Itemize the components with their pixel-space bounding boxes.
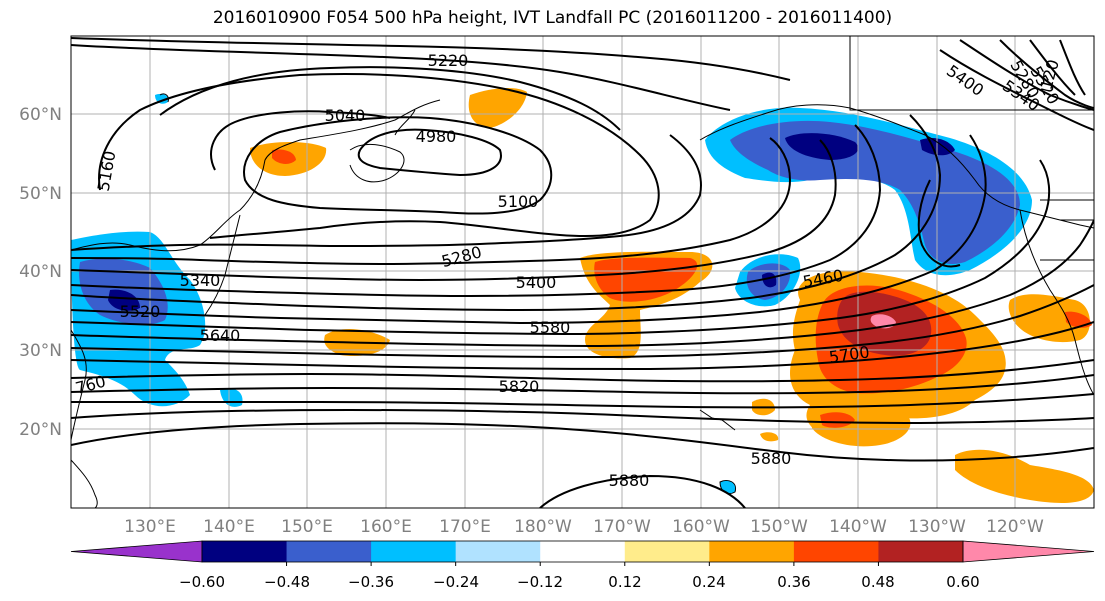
colorbar-arrow-high xyxy=(962,540,1095,563)
colorbar-segment xyxy=(540,541,626,562)
colorbar-frame xyxy=(201,540,964,563)
colorbar-tick-label: −0.48 xyxy=(264,573,310,591)
lat-label: 30°N xyxy=(19,341,62,361)
colorbar-tick-label: 0.48 xyxy=(861,573,894,591)
lat-label: 50°N xyxy=(19,184,62,204)
colorbar-tick-label: 0.36 xyxy=(777,573,810,591)
lon-label: 150°W xyxy=(750,517,808,537)
ivt-negative-regions xyxy=(71,93,1032,494)
map-frame xyxy=(70,35,1095,509)
colorbar-segment xyxy=(455,541,541,562)
colorbar-tick-label: 0.60 xyxy=(946,573,979,591)
colorbar-segment xyxy=(709,541,795,562)
contour-label: 5640 xyxy=(200,326,241,345)
map-area: 5220 5040 4980 5160 5100 5280 5400 5340 … xyxy=(71,36,1094,508)
contour-label: 5340 xyxy=(180,271,221,290)
lat-label: 40°N xyxy=(19,262,62,282)
contour-label: 5400 xyxy=(516,273,557,292)
lon-label: 140°W xyxy=(829,517,887,537)
contour-label: 5220 xyxy=(428,51,469,70)
lon-label: 160°E xyxy=(360,517,412,537)
lon-label: 170°E xyxy=(439,517,491,537)
colorbar-segment xyxy=(202,541,288,562)
longitude-labels: 130°E 140°E 150°E 160°E 170°E 180°W 170°… xyxy=(124,517,1044,537)
lon-label: 160°W xyxy=(672,517,730,537)
height-contours xyxy=(71,37,1094,508)
colorbar-tick-label: −0.36 xyxy=(348,573,394,591)
lat-label: 60°N xyxy=(19,105,62,125)
lon-label: 140°E xyxy=(203,517,255,537)
contour-label: 4980 xyxy=(416,127,457,146)
colorbar-arrow-low xyxy=(70,540,203,563)
colorbar-tick-label: 0.24 xyxy=(692,573,725,591)
colorbar-segment xyxy=(878,541,964,562)
map-title: 2016010900 F054 500 hPa height, IVT Land… xyxy=(212,8,893,28)
lon-label: 130°E xyxy=(124,517,176,537)
colorbar-segment xyxy=(286,541,372,562)
latitude-labels: 60°N 50°N 40°N 30°N 20°N xyxy=(19,105,62,440)
lon-label: 170°W xyxy=(593,517,651,537)
lon-label: 130°W xyxy=(908,517,966,537)
lat-label: 20°N xyxy=(19,420,62,440)
lon-label: 120°W xyxy=(986,517,1044,537)
colorbar-segment xyxy=(793,541,879,562)
colorbar-tick-label: −0.12 xyxy=(517,573,563,591)
colorbar-tick-label: 0.12 xyxy=(608,573,641,591)
lon-label: 180°W xyxy=(514,517,572,537)
colorbar-segment xyxy=(624,541,710,562)
contour-label: 5880 xyxy=(751,449,792,468)
contour-label: 5100 xyxy=(498,192,539,211)
contour-label: 5520 xyxy=(120,302,161,321)
colorbar xyxy=(70,540,1095,566)
colorbar-tick-labels: −0.60 −0.48 −0.36 −0.24 −0.12 0.12 0.24 … xyxy=(179,573,980,591)
colorbar-tick-label: −0.60 xyxy=(179,573,225,591)
colorbar-tick-label: −0.24 xyxy=(433,573,479,591)
contour-label: 5820 xyxy=(499,377,540,396)
contour-label: 5880 xyxy=(609,471,650,490)
contour-label: 5580 xyxy=(530,318,571,337)
contour-label: 5040 xyxy=(325,106,366,125)
colorbar-segment xyxy=(371,541,457,562)
lon-label: 150°E xyxy=(281,517,333,537)
